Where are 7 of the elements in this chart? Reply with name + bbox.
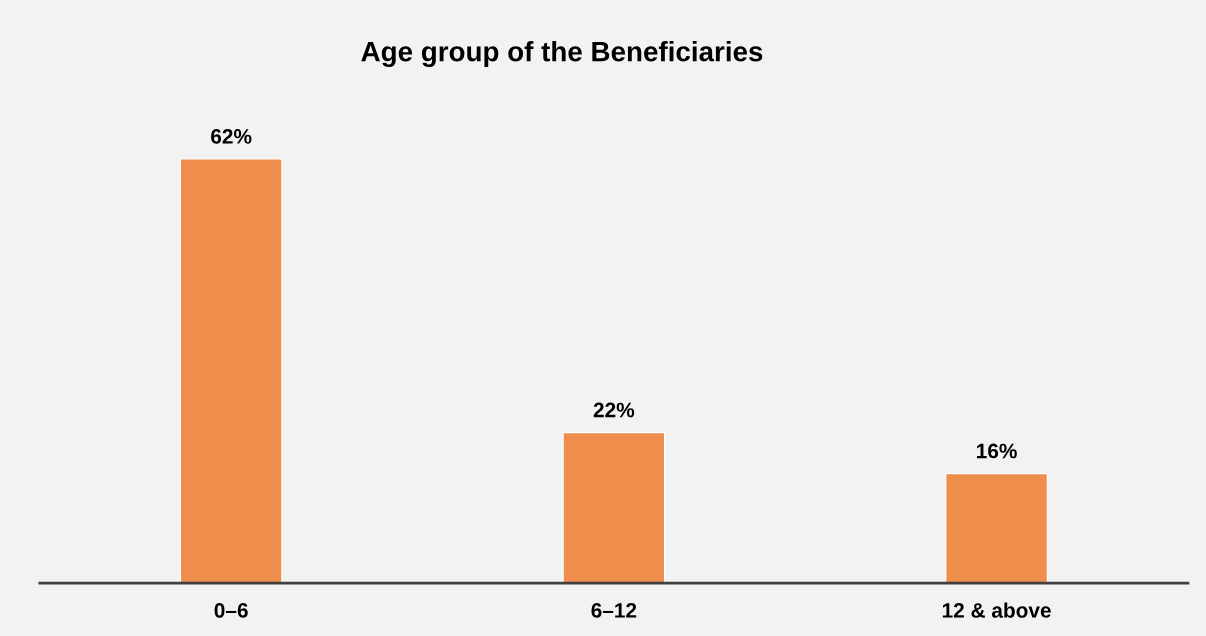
data-label: 16% (977, 443, 1017, 459)
x-tick-label: 6–12 (591, 603, 637, 618)
x-tick-label: 12 & above (942, 602, 1051, 618)
x-tick-label: 0–6 (214, 603, 248, 618)
chart-title: Age group of the Beneficiaries (361, 41, 763, 68)
data-label: 22% (593, 402, 635, 418)
data-label: 62% (211, 129, 252, 144)
